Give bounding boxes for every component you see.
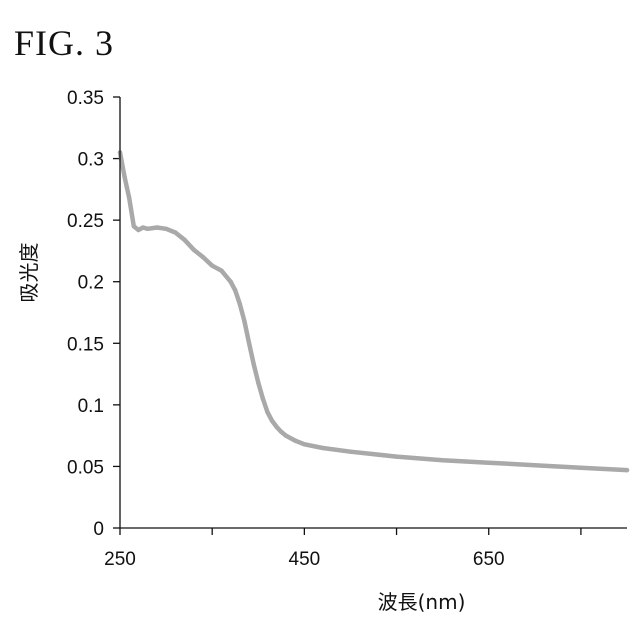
data-point [210, 264, 214, 268]
y-tick-label: 0.1 [78, 396, 104, 417]
x-tick-label: 450 [289, 549, 321, 570]
data-point [275, 425, 279, 429]
data-point [625, 468, 629, 472]
data-point [533, 463, 537, 467]
data-point [145, 227, 149, 231]
data-point [270, 419, 274, 423]
data-point [228, 280, 232, 284]
plot-layer [118, 150, 629, 472]
data-point [261, 397, 265, 401]
y-tick-label: 0.2 [78, 273, 104, 294]
data-point [251, 362, 255, 366]
data-point [136, 228, 140, 232]
y-axis-title: 吸光度 [17, 243, 41, 303]
data-point [173, 230, 177, 234]
y-tick-label: 0.15 [67, 334, 104, 355]
data-point [293, 438, 297, 442]
data-point [394, 454, 398, 458]
data-point [247, 341, 251, 345]
data-point [164, 227, 168, 231]
data-point [265, 410, 269, 414]
data-point [348, 449, 352, 453]
y-tick-label: 0.35 [67, 88, 104, 109]
data-point [256, 380, 260, 384]
data-point [132, 224, 136, 228]
data-point [284, 433, 288, 437]
x-tick-label: 650 [473, 549, 505, 570]
data-point [155, 225, 159, 229]
data-point [238, 302, 242, 306]
data-point [440, 458, 444, 462]
x-tick-label: 250 [104, 549, 136, 570]
y-tick-label: 0.3 [78, 150, 104, 171]
y-tick-label: 0 [93, 519, 104, 540]
data-point [233, 288, 237, 292]
data-point [302, 442, 306, 446]
data-point [201, 255, 205, 259]
data-point [127, 196, 131, 200]
data-point [219, 268, 223, 272]
data-point [122, 175, 126, 179]
ticks-layer: 0 0.05 0.1 0.15 0.2 0.25 0.3 0.35 250 450 650 [67, 88, 581, 570]
data-point [182, 238, 186, 242]
data-point [279, 430, 283, 434]
data-point [487, 461, 491, 465]
data-point [192, 247, 196, 251]
data-point [579, 465, 583, 469]
data-point [242, 319, 246, 323]
y-tick-label: 0.25 [67, 211, 104, 232]
data-point [141, 225, 145, 229]
y-tick-label: 0.05 [67, 457, 104, 478]
x-axis-title: 波長(nm) [378, 590, 466, 614]
series-line [120, 152, 627, 470]
data-point [321, 446, 325, 450]
